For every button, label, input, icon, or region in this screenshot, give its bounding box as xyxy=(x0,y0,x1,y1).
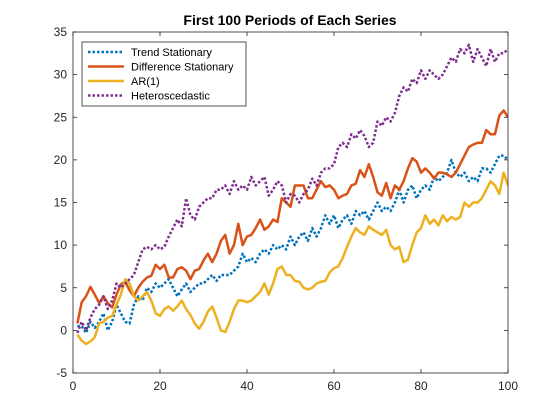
y-tick-label-8: 35 xyxy=(54,25,68,39)
legend: Trend Stationary Difference Stationary AR(… xyxy=(81,41,247,107)
y-tick-label-7: 30 xyxy=(54,68,68,82)
legend-label-2: AR(1) xyxy=(131,76,160,88)
x-tick-label-2: 40 xyxy=(240,379,254,393)
legend-label-0: Trend Stationary xyxy=(131,47,212,59)
x-tick-label-0: 0 xyxy=(70,379,77,393)
y-tick-label-3: 10 xyxy=(54,238,68,252)
chart-title: First 100 Periods of Each Series xyxy=(183,12,396,28)
legend-label-3: Heteroscedastic xyxy=(131,91,210,103)
series-line-1 xyxy=(76,109,508,324)
y-tick-label-1: 0 xyxy=(60,323,67,337)
x-tick-label-5: 100 xyxy=(498,379,518,393)
legend-box xyxy=(81,41,247,107)
y-tick-label-5: 20 xyxy=(54,153,68,167)
x-tick-label-1: 20 xyxy=(153,379,167,393)
series-line-0 xyxy=(77,154,508,335)
legend-label-1: Difference Stationary xyxy=(131,62,234,74)
y-tick-label-6: 25 xyxy=(54,110,68,124)
y-tick-label-0: -5 xyxy=(56,366,67,380)
y-tick-label-4: 15 xyxy=(54,196,68,210)
x-tick-label-4: 80 xyxy=(414,379,428,393)
series-line-2 xyxy=(76,171,508,346)
x-tick-label-3: 60 xyxy=(327,379,341,393)
series-line-3 xyxy=(76,43,508,334)
y-tick-label-2: 5 xyxy=(60,281,67,295)
